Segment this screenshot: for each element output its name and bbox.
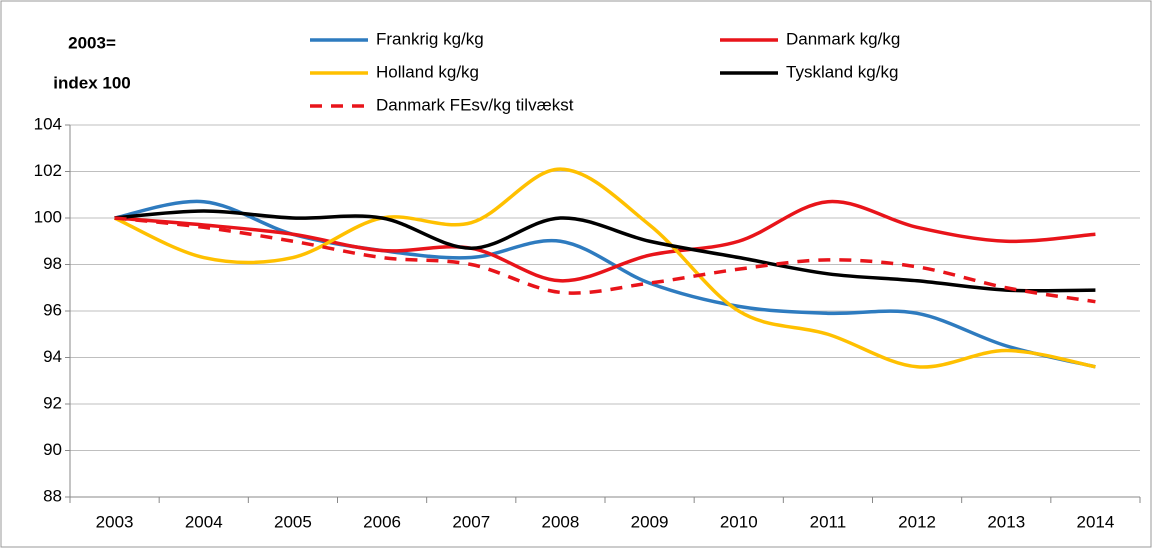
x-tick-label: 2008 [542,512,580,531]
y-label-line: 2003= [68,33,116,52]
x-tick-label: 2011 [810,512,847,531]
series-line [114,199,1096,283]
x-tick-label: 2006 [363,512,401,531]
x-tick-label: 2004 [185,512,223,531]
y-tick-label: 94 [43,347,62,366]
y-tick-label: 104 [34,114,62,133]
x-tick-label: 2009 [631,512,669,531]
legend-label: Tyskland kg/kg [786,62,898,81]
y-label-line: index 100 [53,73,131,92]
x-tick-label: 2005 [274,512,312,531]
y-tick-label: 96 [43,300,62,319]
series-line [113,167,1096,369]
x-tick-label: 2014 [1077,512,1115,531]
x-tick-label: 2003 [96,512,134,531]
legend-label: Danmark kg/kg [786,29,900,48]
series-line [114,216,1096,304]
x-tick-label: 2013 [987,512,1025,531]
x-tick-label: 2012 [898,512,936,531]
legend-label: Danmark FEsv/kg tilvækst [376,95,574,114]
y-tick-label: 88 [43,486,62,505]
y-tick-label: 92 [43,393,62,412]
y-tick-label: 102 [34,161,62,180]
y-tick-label: 98 [43,254,62,273]
legend-label: Holland kg/kg [376,62,479,81]
series-line [114,209,1096,293]
legend-label: Frankrig kg/kg [376,29,484,48]
y-tick-label: 90 [43,440,62,459]
y-tick-label: 100 [34,207,62,226]
x-tick-label: 2007 [452,512,490,531]
x-tick-label: 2010 [720,512,758,531]
